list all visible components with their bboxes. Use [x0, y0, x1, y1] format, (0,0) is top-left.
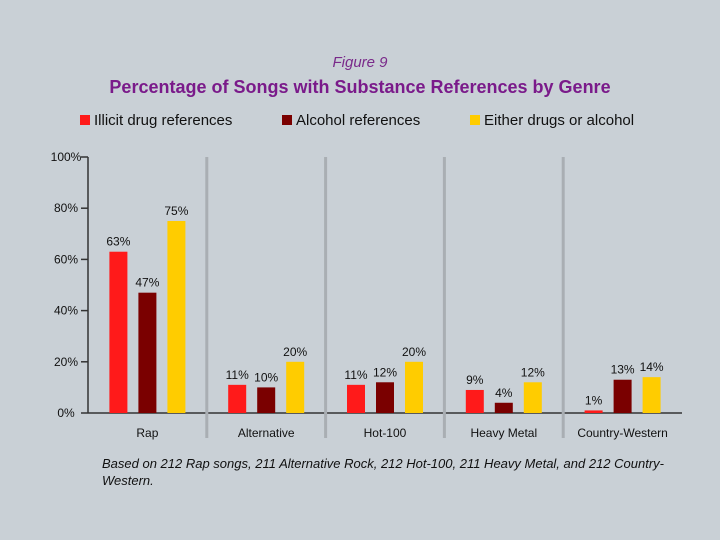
legend-swatch-alcohol	[282, 115, 292, 125]
legend-item-either: Either drugs or alcohol	[470, 112, 634, 129]
legend-swatch-illicit	[80, 115, 90, 125]
y-tick-label: 40%	[54, 304, 78, 318]
legend-item-alcohol: Alcohol references	[282, 112, 420, 129]
legend-swatch-either	[470, 115, 480, 125]
data-label: 1%	[585, 393, 603, 407]
legend-label-illicit: Illicit drug references	[94, 112, 233, 129]
bar	[109, 251, 128, 413]
bar	[494, 402, 513, 413]
data-label: 63%	[106, 235, 130, 249]
bar	[167, 221, 186, 413]
bar	[286, 361, 305, 413]
category-label: Country-Western	[577, 426, 667, 440]
data-label: 4%	[495, 386, 513, 400]
footnote: Based on 212 Rap songs, 211 Alternative …	[102, 456, 664, 488]
bar	[613, 379, 632, 413]
data-label: 13%	[611, 363, 635, 377]
data-label: 47%	[135, 276, 159, 290]
bar	[465, 389, 484, 413]
data-label: 9%	[466, 373, 484, 387]
y-tick-label: 60%	[54, 252, 78, 266]
category-label: Rap	[136, 426, 158, 440]
data-label: 75%	[164, 204, 188, 218]
y-tick-label: 20%	[54, 355, 78, 369]
legend-item-illicit: Illicit drug references	[80, 112, 232, 129]
category-label: Alternative	[238, 426, 295, 440]
data-label: 14%	[640, 360, 664, 374]
chart-title: Percentage of Songs with Substance Refer…	[109, 77, 611, 97]
data-label: 20%	[402, 345, 426, 359]
y-tick-label: 0%	[57, 406, 75, 420]
data-label: 20%	[283, 345, 307, 359]
bar	[347, 384, 365, 413]
bar	[405, 361, 423, 413]
data-label: 11%	[226, 368, 249, 382]
data-label: 12%	[521, 365, 545, 379]
bar	[138, 292, 157, 413]
legend-label-alcohol: Alcohol references	[296, 112, 421, 129]
category-label: Heavy Metal	[470, 426, 537, 440]
figure-label: Figure 9	[332, 54, 388, 71]
bar	[584, 410, 603, 413]
category-label: Hot-100	[364, 426, 407, 440]
y-tick-label: 100%	[51, 150, 82, 164]
data-label: 11%	[344, 368, 367, 382]
bar	[257, 387, 276, 413]
bar	[523, 382, 542, 413]
data-label: 12%	[373, 365, 397, 379]
y-tick-label: 80%	[54, 201, 78, 215]
bar	[228, 384, 247, 413]
bar	[642, 377, 661, 413]
data-label: 10%	[254, 370, 278, 384]
bar	[376, 382, 394, 413]
legend-label-either: Either drugs or alcohol	[484, 112, 635, 129]
